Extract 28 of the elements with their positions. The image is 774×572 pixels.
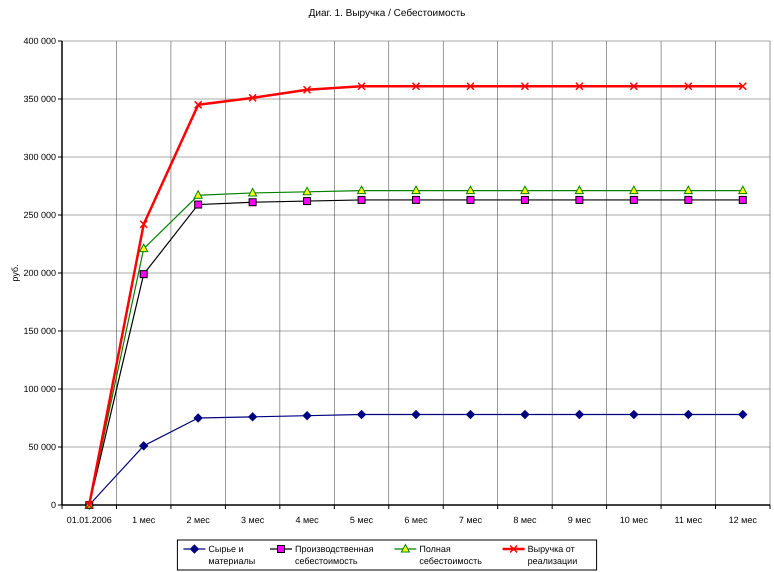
x-tick-label: 12 мес <box>728 515 758 525</box>
x-tick-label: 7 мес <box>458 515 483 525</box>
legend-label: Выручка от реализации <box>528 544 578 566</box>
y-tick-label: 400 000 <box>23 36 56 46</box>
y-tick-label: 300 000 <box>23 152 56 162</box>
x-tick-label: 6 мес <box>404 515 428 525</box>
x-tick-label: 9 мес <box>568 515 592 525</box>
x-tick-label: 2 мес <box>186 515 210 525</box>
y-tick-label: 250 000 <box>23 210 56 220</box>
y-tick-label: 50 000 <box>28 442 56 452</box>
x-tick-label: 10 мес <box>620 515 648 525</box>
y-axis-title: руб. <box>10 264 20 282</box>
y-tick-label: 350 000 <box>23 94 56 104</box>
x-tick-label: 5 мес <box>350 515 374 525</box>
y-tick-label: 150 000 <box>23 326 56 336</box>
x-tick-label: 8 мес <box>513 515 538 525</box>
chart-title: Диаг. 1. Выручка / Себестоимость <box>308 8 466 19</box>
x-tick-label: 11 мес <box>674 515 703 525</box>
y-tick-label: 100 000 <box>23 384 56 394</box>
legend-label: Производственная себестоимость <box>295 544 374 566</box>
x-tick-label: 3 мес <box>241 515 265 525</box>
x-tick-label: 4 мес <box>295 515 320 525</box>
x-tick-label: 1 мес <box>132 515 156 525</box>
legend-label: Полная себестоимость <box>419 544 482 566</box>
y-tick-label: 200 000 <box>23 268 56 278</box>
legend-label: Сырье и материалы <box>208 544 256 566</box>
x-tick-label: 01.01.2006 <box>66 515 112 525</box>
y-tick-label: 0 <box>50 500 56 510</box>
